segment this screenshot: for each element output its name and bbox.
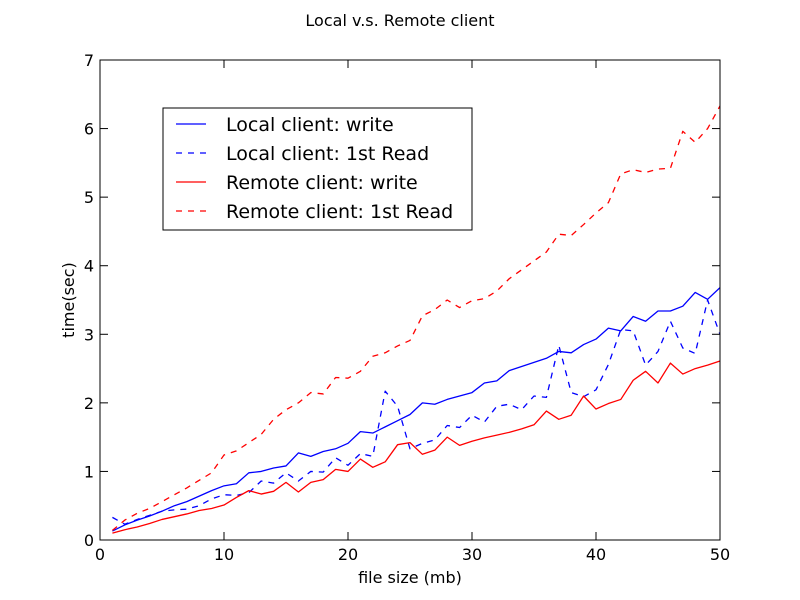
x-tick-label: 30	[462, 545, 482, 564]
y-tick-label: 1	[84, 462, 94, 481]
x-axis-label: file size (mb)	[358, 568, 462, 587]
x-tick-label: 50	[710, 545, 730, 564]
y-tick-label: 5	[84, 188, 94, 207]
series-line-3	[112, 360, 721, 534]
plot-frame	[99, 59, 721, 541]
chart-title: Local v.s. Remote client	[305, 11, 494, 30]
legend-label-1: Local client: write	[226, 114, 394, 136]
legend: Local client: write Local client: 1st Rea…	[162, 107, 473, 231]
y-tick-label: 3	[84, 325, 94, 344]
y-tick-label: 7	[84, 51, 94, 70]
legend-items: Local client: write Local client: 1st Rea…	[176, 114, 453, 223]
y-tick-label: 2	[84, 394, 94, 413]
series-line-1	[112, 287, 721, 532]
y-tick-label: 0	[84, 531, 94, 550]
series-layer	[111, 105, 721, 534]
legend-box	[162, 107, 473, 231]
legend-label-3: Remote client: write	[226, 172, 418, 194]
series-line-2	[112, 299, 721, 525]
ticks-layer: 0 10 20 30 40 50 0 1 2 3 4 5 6 7	[84, 51, 730, 564]
y-tick-label: 6	[84, 120, 94, 139]
y-axis-label: time(sec)	[59, 262, 78, 338]
x-tick-label: 20	[338, 545, 358, 564]
y-tick-label: 4	[84, 257, 94, 276]
x-tick-label: 10	[214, 545, 234, 564]
x-tick-label: 40	[586, 545, 606, 564]
legend-label-4: Remote client: 1st Read	[226, 201, 453, 223]
legend-label-2: Local client: 1st Read	[226, 143, 429, 165]
series-line-4	[111, 105, 721, 531]
x-tick-label: 0	[95, 545, 105, 564]
